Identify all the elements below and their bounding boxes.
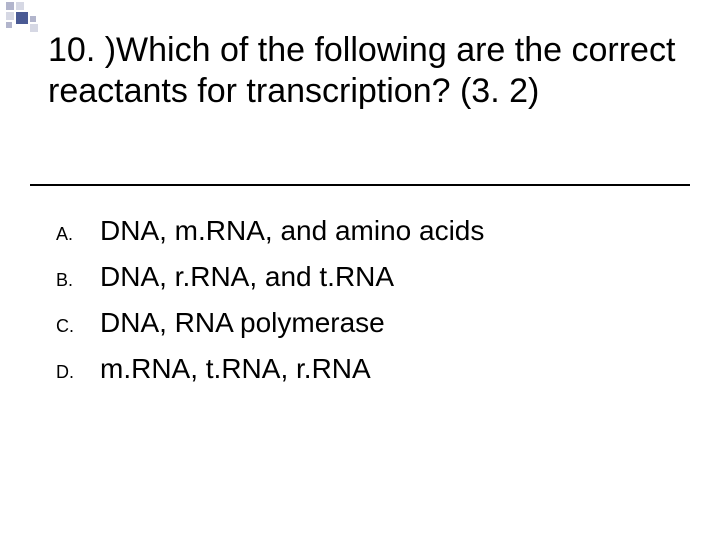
deco-square	[6, 2, 14, 10]
deco-square	[16, 2, 24, 10]
deco-square	[16, 12, 28, 24]
option-text: DNA, r.RNA, and t.RNA	[100, 259, 394, 295]
option-row: B.DNA, r.RNA, and t.RNA	[56, 256, 680, 298]
option-text: DNA, m.RNA, and amino acids	[100, 213, 484, 249]
deco-square	[6, 12, 14, 20]
option-label: B.	[56, 256, 100, 298]
corner-decoration	[0, 0, 44, 36]
option-label: D.	[56, 348, 100, 390]
option-label: A.	[56, 210, 100, 252]
deco-square	[30, 24, 38, 32]
option-text: DNA, RNA polymerase	[100, 305, 385, 341]
question-text: 10. )Which of the following are the corr…	[48, 30, 690, 113]
slide: 10. )Which of the following are the corr…	[0, 0, 720, 540]
option-row: D.m.RNA, t.RNA, r.RNA	[56, 348, 680, 390]
option-row: A.DNA, m.RNA, and amino acids	[56, 210, 680, 252]
option-label: C.	[56, 302, 100, 344]
options-list: A.DNA, m.RNA, and amino acidsB.DNA, r.RN…	[56, 210, 680, 394]
option-row: C.DNA, RNA polymerase	[56, 302, 680, 344]
deco-square	[6, 22, 12, 28]
option-text: m.RNA, t.RNA, r.RNA	[100, 351, 371, 387]
deco-square	[30, 16, 36, 22]
horizontal-rule	[30, 184, 690, 186]
